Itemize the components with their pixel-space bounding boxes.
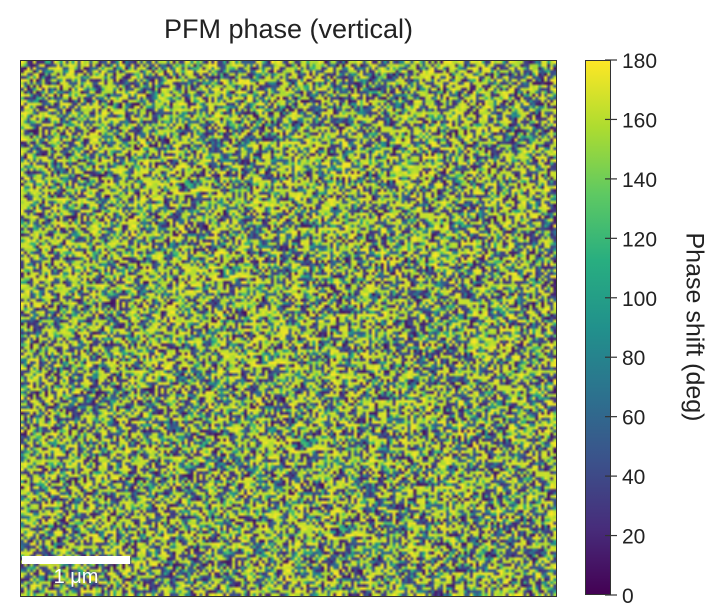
- colorbar-tick-label-140: 140: [622, 169, 657, 192]
- colorbar-tick-label-20: 20: [622, 526, 645, 549]
- scale-bar: [22, 556, 130, 564]
- colorbar-tick-label-100: 100: [622, 288, 657, 311]
- colorbar-tick-label-0: 0: [622, 585, 634, 608]
- scale-bar-label: 1 μm: [53, 566, 99, 588]
- colorbar-tick-label-60: 60: [622, 407, 645, 430]
- colorbar-tick-label-180: 180: [622, 50, 657, 73]
- colorbar-tick-label-120: 120: [622, 228, 657, 251]
- colorbar-axis: 0 20 40 60 80 100 120 140 160 180: [605, 50, 657, 608]
- phase-map: [20, 60, 557, 597]
- colorbar-label: Phase shift (deg): [680, 232, 709, 422]
- colorbar-tick-label-80: 80: [622, 347, 645, 370]
- phase-map-pixels: [21, 61, 556, 596]
- colorbar-tick-label-160: 160: [622, 109, 657, 132]
- colorbar: [585, 60, 611, 595]
- colorbar-tick-label-40: 40: [622, 466, 645, 489]
- chart-title: PFM phase (vertical): [163, 14, 414, 44]
